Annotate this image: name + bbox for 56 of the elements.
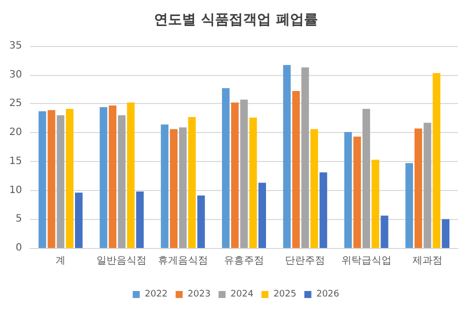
bar <box>160 124 168 248</box>
bar <box>108 105 116 248</box>
bar <box>292 91 300 248</box>
legend-label: 2023 <box>188 290 211 300</box>
legend-label: 2025 <box>273 290 296 300</box>
bar <box>136 191 144 248</box>
bar <box>301 67 309 248</box>
bar <box>424 122 432 248</box>
bar <box>66 108 74 248</box>
bar <box>405 163 414 248</box>
x-tick-label: 유흥주점 <box>224 256 264 266</box>
bar <box>127 102 135 248</box>
bar <box>197 195 205 248</box>
bar <box>100 107 108 248</box>
bar <box>74 192 83 248</box>
bar <box>56 115 64 248</box>
y-tick-label: 25 <box>9 98 22 110</box>
x-tick-label: 휴게음식점 <box>158 256 208 266</box>
y-tick-label: 15 <box>9 156 22 167</box>
bar <box>320 172 328 248</box>
x-tick-label: 위탁급식업 <box>341 256 392 266</box>
bar <box>432 73 440 248</box>
bar <box>240 100 248 248</box>
y-tick-label: 10 <box>9 184 22 196</box>
bar <box>170 129 178 248</box>
x-tick-label: 제과점 <box>412 256 442 266</box>
y-tick-label: 5 <box>16 214 22 225</box>
bar <box>283 65 291 248</box>
legend-label: 2024 <box>230 290 254 300</box>
bar <box>362 108 370 248</box>
bar <box>353 136 361 248</box>
bar <box>414 128 422 248</box>
bar <box>258 182 266 248</box>
y-tick-label: 0 <box>16 242 22 254</box>
bar <box>231 102 239 248</box>
bar <box>222 88 230 248</box>
bar <box>188 116 196 248</box>
y-tick-label: 20 <box>9 127 22 138</box>
bar <box>344 132 352 248</box>
bar <box>372 160 380 248</box>
x-tick-label: 계 <box>56 256 66 266</box>
bar <box>118 115 126 248</box>
y-tick-label: 30 <box>9 69 22 80</box>
bar <box>380 216 388 248</box>
bar <box>179 127 187 248</box>
legend-label: 2022 <box>144 290 168 300</box>
bar <box>442 219 450 248</box>
chart-title: 연도별 식품접객업 폐업률 <box>154 12 318 28</box>
x-tick-label: 단란주점 <box>285 256 326 266</box>
bar <box>48 110 56 248</box>
y-tick-label: 35 <box>9 40 22 52</box>
bar <box>38 111 46 248</box>
legend-label: 2026 <box>316 290 340 300</box>
bar <box>310 129 318 248</box>
x-tick-label: 일반음식점 <box>96 256 147 266</box>
bar <box>249 118 257 248</box>
